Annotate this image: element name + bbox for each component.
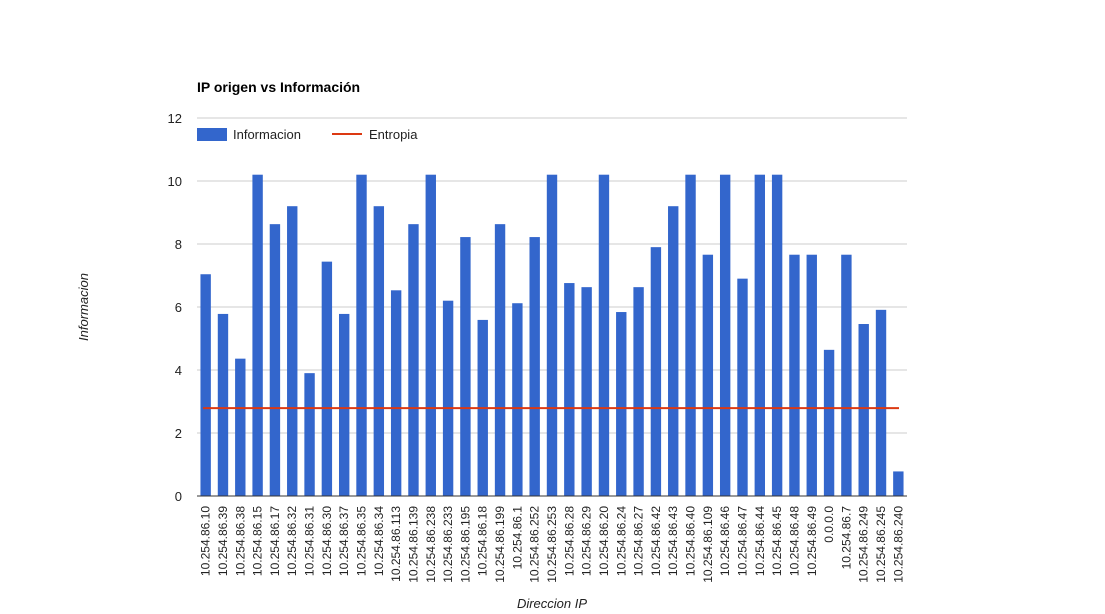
bar	[235, 358, 246, 496]
legend: Informacion Entropia	[197, 127, 418, 142]
bar	[512, 303, 523, 496]
bar	[702, 254, 714, 496]
x-tick-label: 10.254.86.245	[874, 506, 888, 583]
x-tick-label: 10.254.86.34	[372, 506, 386, 576]
x-tick-label: 10.254.86.45	[770, 506, 784, 576]
x-tick-label: 10.254.86.43	[666, 506, 680, 576]
bar	[858, 324, 869, 496]
x-tick-label: 10.254.86.233	[441, 506, 455, 583]
x-tick-label: 10.254.86.28	[562, 506, 576, 576]
bar	[581, 287, 592, 496]
bar	[287, 206, 298, 496]
bar	[321, 261, 333, 496]
y-tick-label: 2	[175, 426, 182, 441]
bar	[616, 312, 627, 496]
bar	[408, 224, 419, 496]
x-tick-label: 10.254.86.139	[406, 506, 420, 583]
x-tick-label: 10.254.86.113	[389, 506, 403, 582]
bar	[494, 224, 506, 496]
bar	[754, 174, 765, 496]
x-tick-label: 10.254.86.15	[251, 506, 265, 576]
x-tick-label: 10.254.86.195	[458, 506, 472, 583]
y-tick-label: 4	[175, 363, 182, 378]
y-axis-ticks: 0 2 4 6 8 10 12	[168, 111, 182, 504]
x-tick-label: 10.254.86.240	[891, 506, 905, 583]
x-tick-label: 10.254.86.1	[510, 506, 524, 570]
bar	[529, 237, 540, 496]
bar	[719, 174, 731, 496]
x-tick-label: 10.254.86.249	[857, 506, 871, 583]
bar	[425, 174, 436, 496]
y-tick-label: 0	[175, 489, 182, 504]
x-axis-ticks: 10.254.86.10 10.254.86.39 10.254.86.38 10.2…	[199, 506, 906, 583]
y-tick-label: 10	[168, 174, 182, 189]
bar	[737, 278, 748, 496]
bar	[356, 174, 367, 496]
y-tick-label: 12	[168, 111, 182, 126]
x-axis-label: Direccion IP	[517, 596, 587, 611]
bar	[893, 471, 904, 496]
bar	[390, 290, 402, 496]
x-tick-label: 10.254.86.30	[320, 506, 334, 576]
y-tick-label: 8	[175, 237, 182, 252]
bar	[339, 313, 350, 496]
x-tick-label: 10.254.86.48	[787, 506, 801, 576]
chart-title: IP origen vs Información	[197, 79, 360, 95]
x-tick-label: 10.254.86.252	[528, 506, 542, 583]
bar	[252, 174, 263, 496]
x-tick-label: 10.254.86.47	[735, 506, 749, 576]
x-tick-label: 10.254.86.39	[216, 506, 230, 576]
bar	[806, 254, 817, 496]
legend-label-entropia: Entropia	[369, 127, 418, 142]
x-tick-label: 10.254.86.17	[268, 506, 282, 576]
bar	[269, 224, 281, 496]
legend-label-informacion: Informacion	[233, 127, 301, 142]
bars	[200, 174, 904, 496]
x-tick-label: 10.254.86.109	[701, 506, 715, 583]
bar	[200, 274, 211, 496]
x-tick-label: 10.254.86.32	[285, 506, 299, 576]
x-tick-label: 10.254.86.38	[233, 506, 247, 576]
x-tick-label: 10.254.86.31	[303, 506, 317, 576]
bar	[304, 373, 315, 496]
bar	[564, 283, 575, 496]
bar	[789, 254, 800, 496]
x-tick-label: 10.254.86.40	[684, 506, 698, 576]
x-tick-label: 10.254.86.24	[614, 506, 628, 576]
bar	[668, 206, 679, 496]
x-tick-label: 10.254.86.35	[355, 506, 369, 576]
x-tick-label: 10.254.86.238	[424, 506, 438, 583]
x-tick-label: 10.254.86.20	[597, 506, 611, 576]
bar	[546, 174, 558, 496]
x-tick-label: 10.254.86.27	[632, 506, 646, 576]
bar	[650, 247, 662, 496]
bar	[875, 309, 887, 496]
bar	[823, 349, 835, 496]
x-tick-label: 10.254.86.18	[476, 506, 490, 576]
bar	[771, 174, 783, 496]
x-tick-label: 0.0.0.0	[822, 506, 836, 543]
x-tick-label: 10.254.86.10	[199, 506, 213, 576]
x-tick-label: 10.254.86.7	[839, 506, 853, 570]
y-tick-label: 6	[175, 300, 182, 315]
x-tick-label: 10.254.86.42	[649, 506, 663, 576]
bar	[685, 174, 696, 496]
x-tick-label: 10.254.86.199	[493, 506, 507, 583]
bar	[633, 287, 644, 496]
x-tick-label: 10.254.86.44	[753, 506, 767, 576]
bar	[841, 254, 852, 496]
x-tick-label: 10.254.86.253	[545, 506, 559, 583]
bar	[217, 313, 229, 496]
bar	[373, 206, 385, 496]
x-tick-label: 10.254.86.46	[718, 506, 732, 576]
bar	[598, 174, 610, 496]
x-tick-label: 10.254.86.49	[805, 506, 819, 576]
y-axis-label: Informacion	[76, 273, 91, 341]
bar	[442, 300, 454, 496]
x-tick-label: 10.254.86.37	[337, 506, 351, 576]
bar	[460, 237, 471, 496]
legend-swatch-informacion	[197, 128, 227, 141]
x-tick-label: 10.254.86.29	[580, 506, 594, 576]
